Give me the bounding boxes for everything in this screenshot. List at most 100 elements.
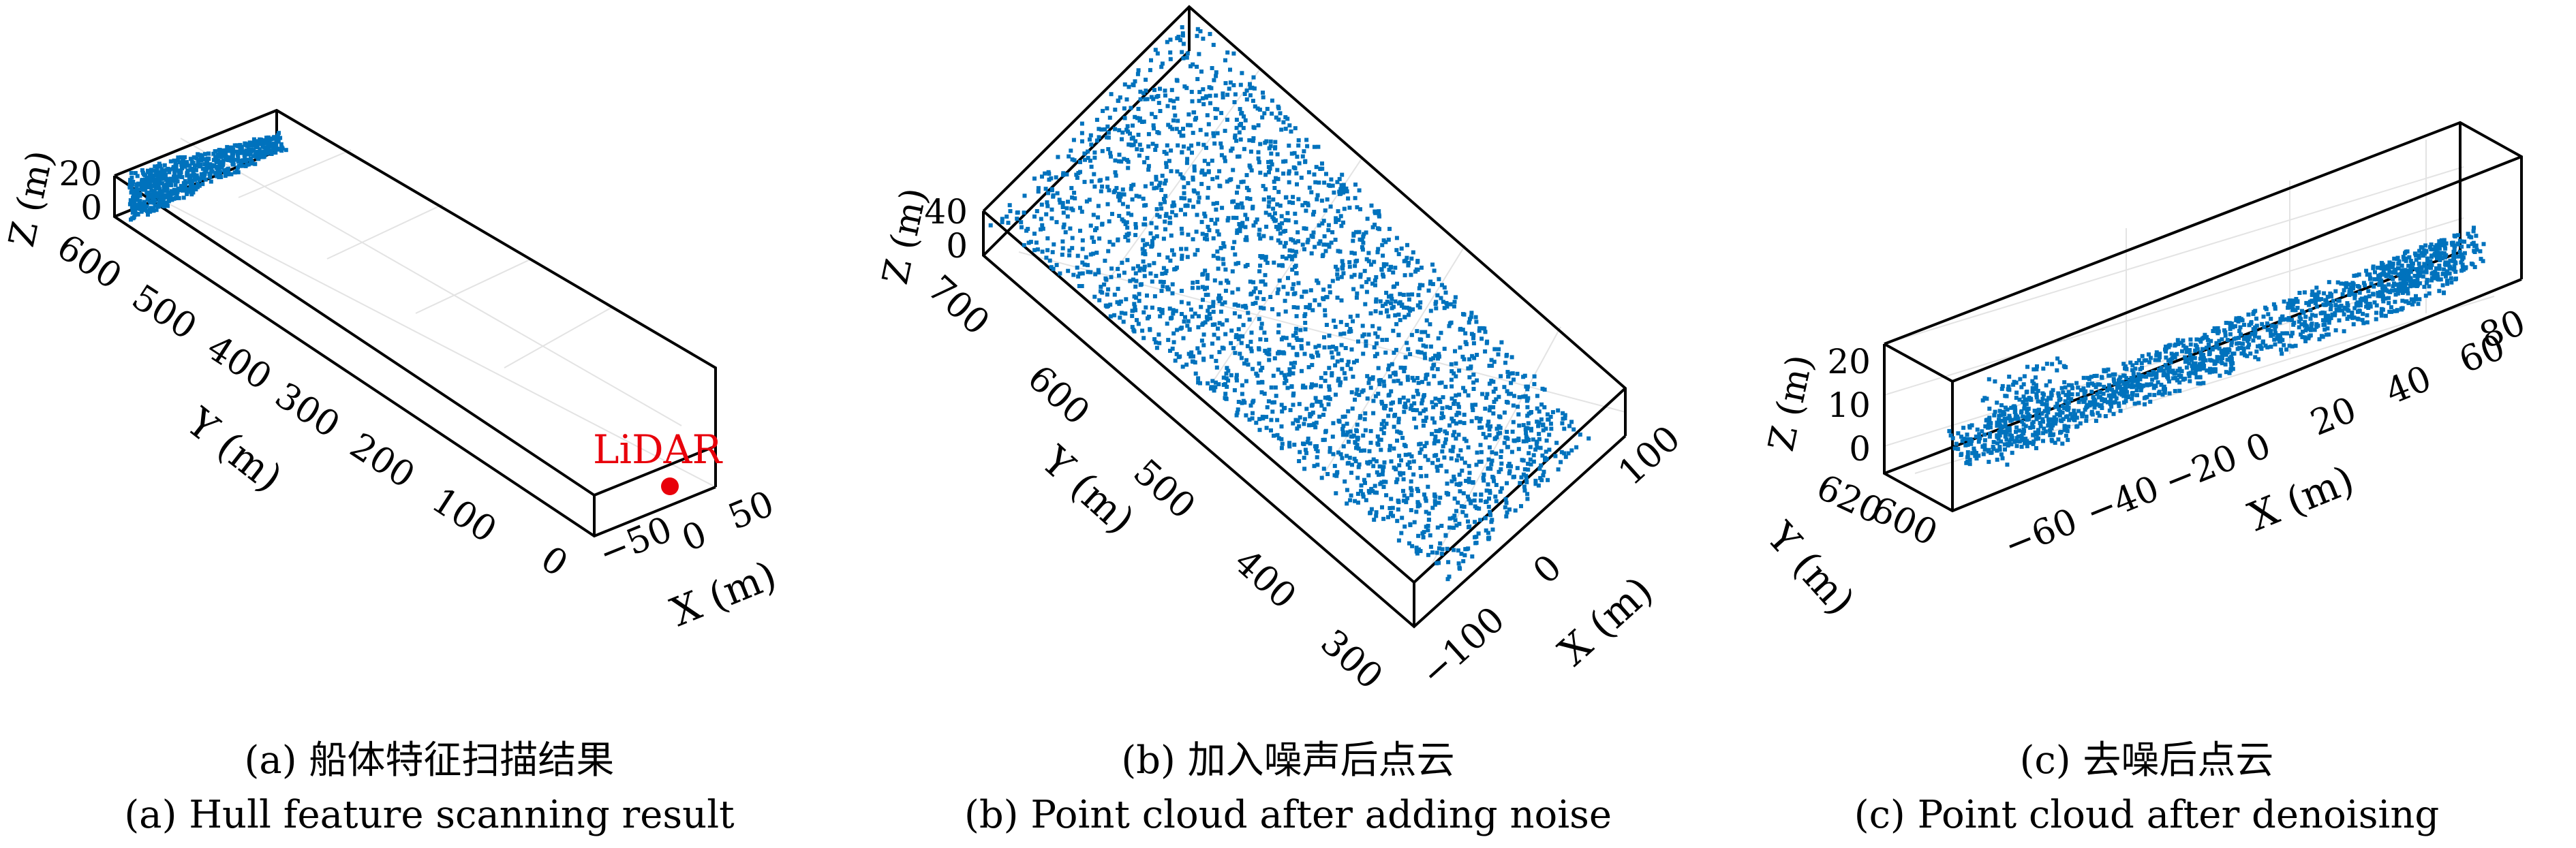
panel-b-point (1211, 253, 1216, 258)
panel-b-point (1032, 176, 1037, 181)
panel-b-point (1559, 460, 1563, 465)
panel-b-point (1452, 548, 1456, 552)
panel-b-point (1220, 345, 1225, 350)
panel-b-point (1199, 182, 1204, 187)
panel-b-point (1538, 445, 1543, 450)
panel-c-point (2367, 294, 2372, 298)
panel-c-point (2423, 243, 2428, 248)
panel-b-point (1562, 451, 1567, 456)
panel-b-point (1543, 458, 1548, 462)
panel-a-point (238, 147, 243, 152)
panel-b-point (1300, 346, 1304, 351)
panel-b-point (1294, 352, 1299, 357)
panel-b-point (1109, 274, 1114, 279)
panel-b-point (1187, 327, 1192, 332)
panel-b-point (1159, 188, 1164, 192)
panel-c-point (2380, 297, 2385, 302)
panel-c-point (1987, 431, 1992, 436)
panel-c-point (2350, 315, 2355, 320)
panel-b-point (1442, 306, 1447, 311)
panel-c-point (2438, 246, 2442, 251)
panel-b-point (1323, 395, 1328, 400)
panel-b-point (1289, 237, 1293, 242)
panel-b-point (1466, 366, 1471, 371)
panel-c-point (1956, 447, 1961, 452)
panel-b-point (1458, 420, 1462, 424)
panel-c-point (2021, 400, 2025, 405)
panel-b-point (1158, 87, 1162, 91)
panel-b-point (1213, 385, 1218, 390)
panel-c-point (2408, 280, 2413, 285)
panel-a-point (142, 187, 147, 191)
panel-a-point (235, 143, 239, 148)
panel-b-point (1410, 292, 1415, 297)
panel-b-point (1128, 142, 1133, 147)
panel-c-point (2444, 262, 2449, 267)
panel-c-point (2450, 242, 2455, 247)
panel-b-point (1148, 271, 1153, 276)
panel-c-point (2015, 414, 2020, 419)
panel-b-point (1323, 371, 1328, 375)
panel-c-point (2395, 266, 2400, 270)
panel-b-point (1441, 444, 1445, 449)
panel-b-point (1337, 191, 1342, 196)
panel-b-point (1057, 198, 1062, 202)
panel-b-point (1316, 281, 1321, 285)
panel-b-point (1512, 394, 1516, 398)
panel-b-point (1242, 114, 1246, 119)
panel-a-point (147, 190, 151, 195)
panel-b-point (1300, 154, 1305, 159)
panel-b-point (1536, 483, 1541, 488)
panel-c-point (2453, 260, 2457, 265)
panel-c-point (2028, 426, 2033, 430)
panel-b-point (1359, 448, 1364, 453)
panel-b-point (1211, 236, 1216, 240)
panel-a-point (140, 202, 145, 207)
panel-b-point (1174, 213, 1178, 218)
panel-b-point (1312, 172, 1317, 177)
panel-b-point (1368, 428, 1373, 433)
panel-b-point (1295, 182, 1299, 187)
panel-b-point (1512, 439, 1517, 443)
panel-c-point (2095, 392, 2100, 396)
panel-b-point (1296, 138, 1301, 142)
panel-b-point (1447, 405, 1452, 410)
panel-c-point (2066, 396, 2070, 401)
panel-b-point (1334, 491, 1338, 496)
panel-b: 40 0 Z (m) 700 600 500 400 300 Y (m) −10… (875, 5, 1688, 697)
panel-a-point (142, 172, 147, 177)
panel-b-point (1346, 196, 1351, 201)
panel-b-point (1150, 242, 1154, 247)
panel-b-point (1487, 445, 1492, 450)
panel-b-point (1304, 208, 1308, 213)
panel-b-point (1263, 187, 1268, 191)
panel-c-point (1969, 423, 1974, 428)
panel-c-point (2164, 366, 2169, 371)
panel-b-point (1006, 221, 1011, 225)
panel-a-y-tick: 100 (425, 480, 504, 551)
panel-b-point (1462, 553, 1467, 558)
panel-b-point (1267, 170, 1271, 174)
panel-b-point (1466, 494, 1470, 499)
panel-b-point (1380, 304, 1385, 309)
panel-c-point (2058, 430, 2062, 435)
panel-b-point (1175, 328, 1180, 332)
panel-b-point (1214, 380, 1218, 385)
panel-b-point (1308, 288, 1313, 293)
panel-b-point (1170, 282, 1175, 287)
panel-a-point (211, 157, 216, 162)
panel-c-point (2198, 339, 2203, 344)
panel-c-point (2097, 413, 2102, 418)
panel-b-point (1262, 111, 1267, 116)
panel-b-point (1242, 146, 1246, 151)
panel-b-point (1294, 271, 1299, 276)
panel-c-point (2081, 400, 2086, 405)
panel-b-point (1491, 411, 1496, 415)
panel-b-point (1212, 322, 1217, 327)
panel-c-point (2429, 263, 2434, 267)
panel-b-point (1470, 405, 1475, 409)
panel-b-point (1250, 416, 1255, 421)
panel-b-point (1384, 337, 1389, 342)
panel-b-point (1225, 93, 1230, 97)
panel-b-point (1477, 426, 1482, 430)
